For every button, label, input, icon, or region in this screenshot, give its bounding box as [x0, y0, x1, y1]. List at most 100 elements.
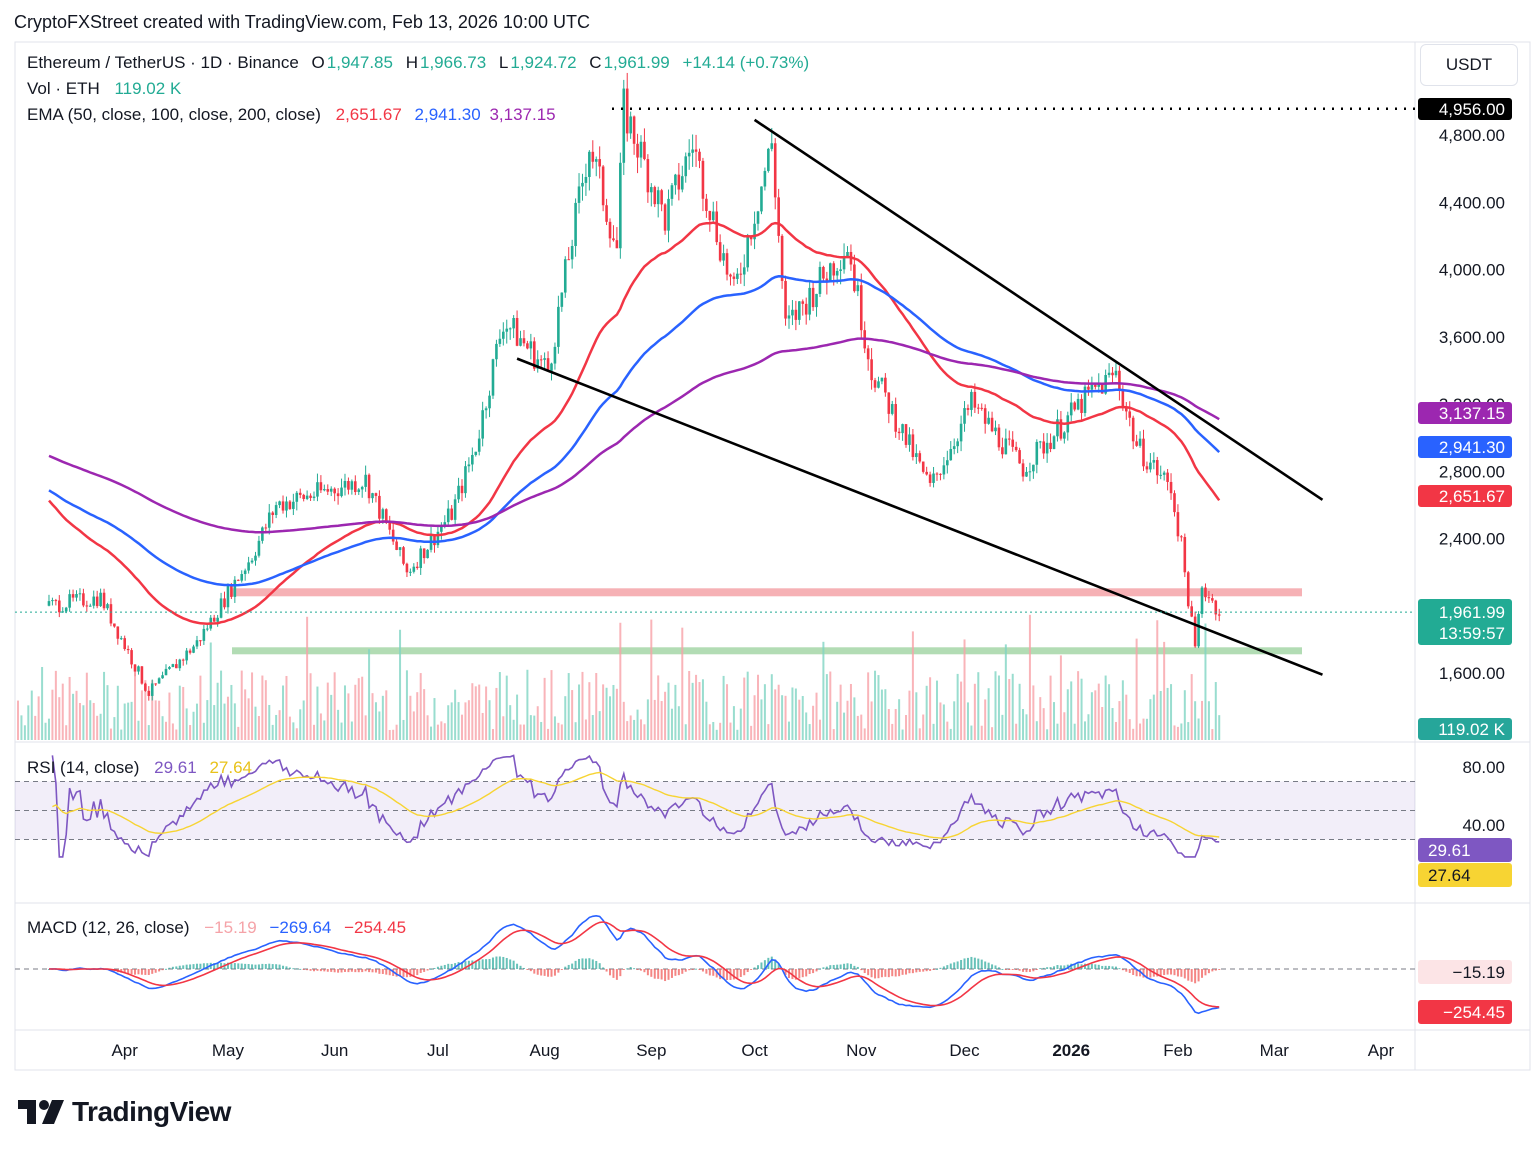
- legend-macd[interactable]: MACD (12, 26, close) −15.19 −269.64 −254…: [27, 918, 408, 938]
- volume-bar: [99, 713, 102, 740]
- macd-hist-bar: [374, 969, 377, 973]
- volume-bar: [216, 682, 219, 740]
- legend-rsi[interactable]: RSI (14, close) 29.61 27.64: [27, 758, 254, 778]
- volume-bar: [867, 672, 870, 740]
- macd-hist-bar: [123, 969, 126, 974]
- currency-button[interactable]: USDT: [1420, 44, 1518, 86]
- price-tick-label: 4,000.00: [1439, 261, 1505, 280]
- legend-ema[interactable]: EMA (50, close, 100, close, 200, close) …: [27, 105, 558, 125]
- ema200-axis-label: 3,137.15: [1439, 404, 1505, 423]
- candle-body: [667, 198, 670, 231]
- macd-hist-bar: [839, 964, 842, 969]
- macd-hist-bar: [932, 969, 935, 970]
- candle-body: [123, 638, 126, 650]
- volume-bar: [178, 685, 181, 740]
- volume-bar: [894, 708, 897, 740]
- candle-body: [47, 601, 51, 606]
- volume-bar: [519, 724, 522, 740]
- candle-body: [842, 256, 846, 270]
- candle-body: [288, 501, 292, 509]
- candle-body: [1076, 398, 1080, 410]
- volume-bar: [529, 715, 532, 740]
- candle-body: [1080, 398, 1083, 413]
- candle-body: [450, 508, 453, 520]
- candle-body: [257, 540, 261, 556]
- macd-hist-bar: [1118, 968, 1121, 970]
- volume-bar: [722, 675, 725, 740]
- volume-bar: [140, 690, 143, 740]
- macd-hist-bar: [922, 969, 925, 972]
- macd-hist-bar: [1163, 969, 1166, 976]
- macd-hist-bar: [540, 969, 543, 976]
- candle-body: [608, 221, 612, 239]
- candle-body: [670, 185, 674, 199]
- candle-body: [636, 143, 639, 158]
- volume-bar: [774, 689, 777, 740]
- macd-hist-bar: [846, 963, 849, 969]
- volume-bar: [388, 729, 391, 740]
- candle-body: [536, 359, 540, 369]
- volume-bar: [805, 712, 808, 740]
- candle-body: [1217, 614, 1221, 616]
- macd-hist-bar: [929, 969, 932, 971]
- price-tick-label: 4,400.00: [1439, 193, 1505, 212]
- symbol-name[interactable]: Ethereum / TetherUS · 1D · Binance: [27, 53, 299, 72]
- macd-hist-bar: [1028, 969, 1031, 972]
- volume-bar: [732, 706, 735, 740]
- volume-bar: [667, 682, 670, 740]
- macd-hist-bar: [261, 963, 264, 969]
- candle-body: [1145, 466, 1149, 470]
- candle-body: [1214, 600, 1218, 615]
- macd-hist-bar: [1159, 969, 1162, 976]
- volume-bar: [368, 649, 371, 740]
- candle-body: [1197, 613, 1200, 647]
- macd-hist-bar: [832, 964, 835, 969]
- ema50-value: 2,651.67: [335, 105, 402, 124]
- volume-bar: [1025, 714, 1028, 740]
- volume-bar: [378, 711, 381, 740]
- volume-bar: [175, 729, 178, 740]
- macd-hist-bar: [595, 960, 598, 969]
- candle-body: [756, 211, 760, 224]
- candle-body: [588, 151, 591, 177]
- candle-body: [471, 454, 474, 465]
- candle-body: [340, 487, 343, 497]
- macd-hist-bar: [553, 969, 556, 976]
- volume-bar: [574, 722, 577, 740]
- candle-body: [188, 650, 192, 653]
- volume-bar: [1077, 671, 1080, 740]
- volume-bar: [130, 701, 133, 740]
- macd-hist-bar: [1128, 969, 1131, 973]
- candle-body: [271, 512, 275, 515]
- candle-body: [698, 151, 701, 161]
- volume-bar: [650, 619, 653, 740]
- volume-bar: [646, 699, 649, 740]
- legend-volume[interactable]: Vol · ETH 119.02 K: [27, 79, 183, 99]
- macd-hist-bar: [271, 964, 274, 969]
- volume-bars: [17, 614, 1221, 740]
- volume-bar: [302, 700, 305, 740]
- volume-bar: [467, 700, 470, 740]
- macd-hist-bar: [1170, 969, 1173, 975]
- volume-bar: [395, 724, 398, 740]
- candle-body: [574, 202, 577, 247]
- macd-hist-bar: [516, 963, 519, 969]
- candle-body: [226, 586, 230, 608]
- macd-hist-bar: [581, 958, 584, 969]
- tradingview-logo[interactable]: TradingView: [18, 1096, 231, 1128]
- candle-body: [708, 210, 712, 221]
- volume-bar: [1145, 718, 1148, 740]
- candle-body: [1155, 460, 1159, 476]
- candle-body: [508, 328, 512, 330]
- candle-body: [1063, 432, 1066, 439]
- candle-body: [1090, 384, 1094, 390]
- volume-bar: [1008, 679, 1011, 740]
- macd-hist-bar: [953, 962, 956, 969]
- volume-bar: [127, 702, 130, 740]
- macd-hist-bar: [619, 969, 622, 977]
- macd-hist-bar: [461, 962, 464, 969]
- volume-bar: [409, 695, 412, 740]
- candle-body: [904, 424, 908, 445]
- macd-hist-bar: [509, 959, 512, 969]
